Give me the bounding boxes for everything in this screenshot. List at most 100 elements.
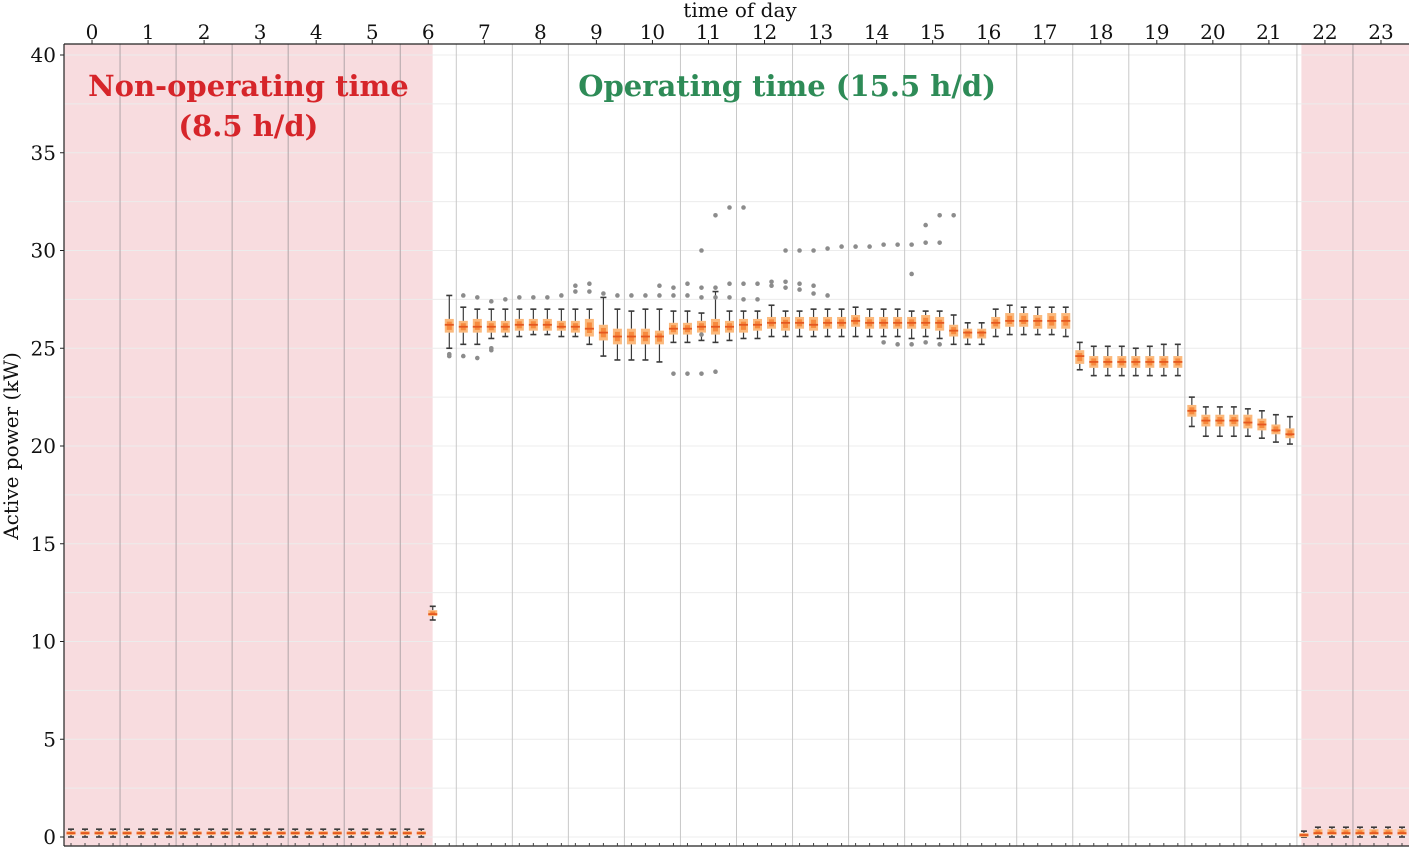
- box-plot: [556, 293, 566, 338]
- box-plot: [1327, 826, 1337, 838]
- y-tick-label: 30: [31, 239, 56, 263]
- box-plot: [795, 248, 805, 338]
- box-plot: [1229, 406, 1239, 438]
- outlier-point: [657, 293, 662, 298]
- y-tick-label: 35: [31, 141, 56, 165]
- outlier-point: [685, 281, 690, 287]
- box-plot: [612, 293, 622, 361]
- x-tick-label: 4: [310, 20, 323, 44]
- box-plot: [1369, 826, 1379, 838]
- box-plot: [136, 828, 146, 838]
- box-core: [1371, 830, 1377, 834]
- box-plot: [542, 295, 552, 336]
- region-operating-1: [432, 44, 1302, 846]
- box-plot: [963, 322, 973, 346]
- y-tick-label: 15: [31, 532, 56, 556]
- box-plot: [262, 828, 272, 838]
- outlier-point: [937, 342, 942, 347]
- box-core: [811, 319, 817, 328]
- outlier-point: [881, 242, 886, 247]
- box-plot: [1271, 413, 1281, 443]
- box-plot: [276, 828, 286, 838]
- box-plot: [1103, 345, 1113, 377]
- box-plot: [248, 828, 258, 838]
- box-core: [937, 319, 943, 328]
- outlier-point: [713, 285, 718, 290]
- outlier-point: [460, 293, 466, 298]
- x-tick-label: 6: [422, 20, 435, 44]
- box-plot: [640, 293, 650, 361]
- box-plot: [1285, 415, 1295, 445]
- x-tick-label: 12: [752, 20, 777, 44]
- box-plot: [753, 281, 763, 340]
- box-plot: [1299, 830, 1309, 838]
- y-tick-label: 25: [31, 336, 56, 360]
- outlier-point: [825, 293, 830, 298]
- axes: 0 1 2 3 4 5 6 7 8 9 10 11 12 13 14 15 16 17 18 19 20 21 22 2305…: [31, 20, 1409, 849]
- box-plot: [528, 295, 538, 336]
- box-plot: [150, 828, 160, 838]
- box-plot: [1215, 406, 1225, 438]
- x-tick-label: 16: [976, 20, 1001, 44]
- box-plot: [1355, 826, 1365, 838]
- box-plot: [724, 205, 734, 342]
- outlier-point: [713, 213, 718, 218]
- outlier-point: [783, 285, 788, 290]
- box-plot: [1201, 406, 1211, 438]
- box-plot: [304, 828, 314, 838]
- box-plot: [1019, 306, 1029, 336]
- box-core: [741, 321, 747, 330]
- box-plot: [654, 283, 664, 363]
- box-plot: [823, 246, 833, 338]
- box-plot: [444, 294, 454, 359]
- outlier-point: [923, 340, 928, 345]
- box-core: [1245, 417, 1251, 426]
- box-core: [1399, 830, 1405, 834]
- outlier-point: [517, 295, 522, 300]
- x-tick-label: 10: [640, 20, 665, 44]
- box-plot: [192, 828, 202, 838]
- box-plot: [500, 297, 510, 338]
- box-plot: [1061, 306, 1071, 338]
- region-label-operating-line-0: Operating time (15.5 h/d): [578, 69, 996, 103]
- box-plot: [767, 279, 777, 338]
- outlier-point: [615, 293, 620, 298]
- x-tick-label: 20: [1200, 20, 1225, 44]
- box-plot: [781, 248, 791, 338]
- outlier-point: [503, 297, 508, 302]
- box-plot: [865, 244, 875, 338]
- box-core: [1035, 317, 1041, 326]
- outlier-point: [601, 291, 606, 296]
- box-core: [430, 611, 436, 615]
- outlier-point: [671, 371, 676, 376]
- box-plot: [514, 295, 524, 338]
- x-tick-label: 19: [1144, 20, 1169, 44]
- box-core: [1021, 315, 1027, 325]
- x-tick-label: 8: [534, 20, 547, 44]
- x-tick-label: 1: [142, 20, 155, 44]
- box-core: [783, 319, 789, 328]
- x-tick-label: 11: [696, 20, 721, 44]
- box-plot: [388, 828, 398, 838]
- box-core: [979, 330, 985, 337]
- outlier-point: [909, 342, 914, 347]
- region-label-non-operating-line-0: Non-operating time: [88, 69, 409, 103]
- x-tick-label: 14: [864, 20, 889, 44]
- outlier-point: [741, 281, 746, 287]
- y-axis-title: Active power (kW): [0, 352, 23, 541]
- box-plot: [402, 828, 412, 838]
- x-tick-label: 21: [1256, 20, 1281, 44]
- outlier-point: [545, 295, 550, 300]
- outlier-point: [797, 248, 802, 253]
- outlier-point: [853, 244, 858, 249]
- box-plot: [1033, 306, 1043, 336]
- outlier-point: [489, 299, 494, 304]
- y-tick-label: 40: [31, 43, 56, 67]
- x-tick-label: 2: [198, 20, 211, 44]
- box-plot: [696, 248, 706, 376]
- outlier-point: [685, 371, 690, 376]
- x-axis-title: time of day: [683, 0, 797, 22]
- outlier-point: [895, 342, 900, 347]
- box-plot: [668, 285, 678, 376]
